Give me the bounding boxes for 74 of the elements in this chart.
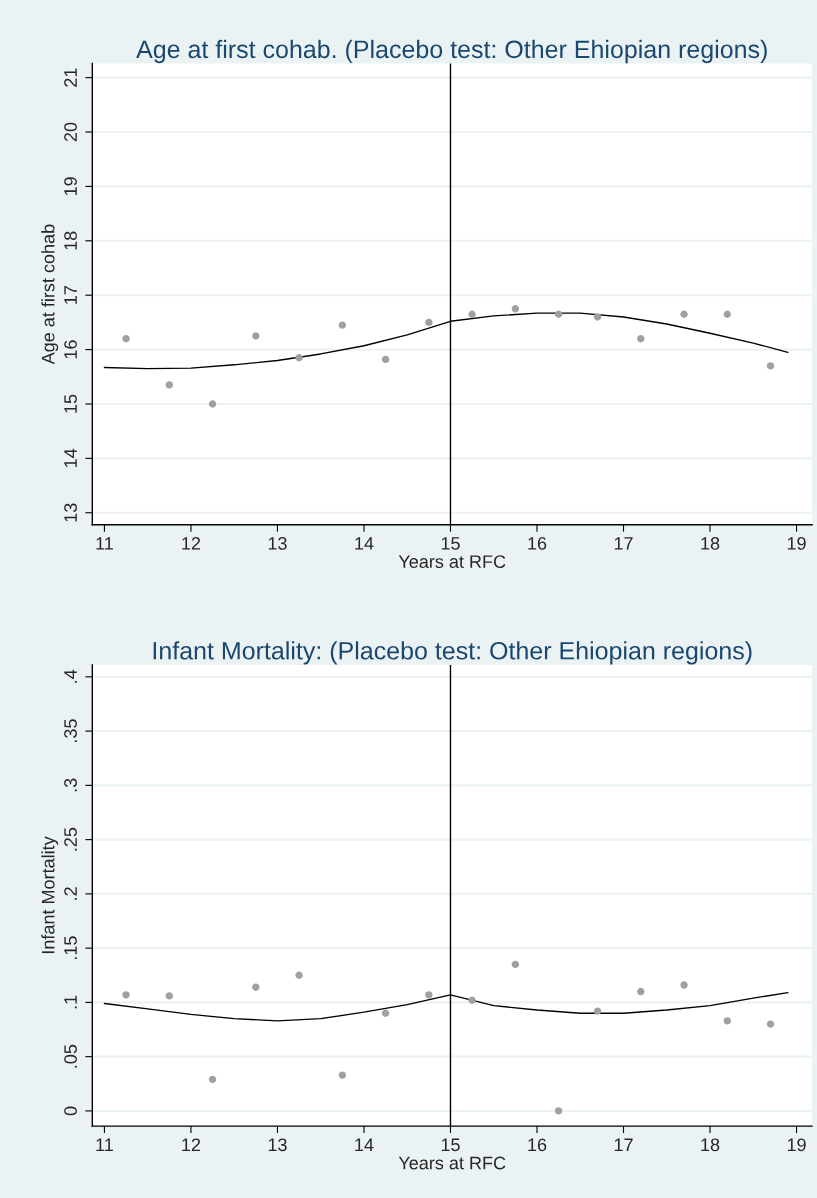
point bbox=[680, 981, 688, 989]
point bbox=[680, 310, 688, 318]
x-tick-label: 16 bbox=[528, 1138, 547, 1152]
point bbox=[468, 996, 476, 1004]
y-tick-label: 13 bbox=[64, 503, 77, 522]
y-axis-title: Age at first cohab bbox=[41, 224, 59, 365]
point bbox=[165, 992, 173, 1000]
point bbox=[554, 1107, 563, 1115]
y-tick-label: 21 bbox=[64, 68, 77, 87]
y-tick-label: 18 bbox=[64, 231, 77, 250]
chart-title: Infant Mortality: (Placebo test: Other Ehiopian regions) bbox=[153, 641, 752, 665]
x-tick-label: 12 bbox=[182, 1138, 201, 1152]
point bbox=[593, 313, 602, 321]
point bbox=[593, 1007, 602, 1015]
point bbox=[723, 1017, 731, 1025]
y-tick-label: .35 bbox=[64, 719, 77, 742]
point bbox=[766, 1020, 775, 1028]
point bbox=[122, 335, 130, 343]
y-tick-label: 20 bbox=[64, 122, 77, 142]
y-tick-label: .05 bbox=[64, 1044, 77, 1068]
x-tick-label: 15 bbox=[441, 1138, 460, 1152]
point bbox=[766, 362, 775, 370]
y-tick-label: .25 bbox=[64, 827, 77, 851]
point bbox=[425, 318, 433, 327]
point bbox=[637, 335, 645, 343]
x-tick-label: 17 bbox=[614, 537, 633, 550]
x-tick-label: 14 bbox=[355, 537, 374, 550]
point bbox=[252, 983, 260, 991]
x-axis-title: Years at RFC bbox=[398, 1156, 506, 1170]
y-tick-label: 17 bbox=[64, 286, 77, 304]
point bbox=[295, 354, 303, 362]
x-tick-label: 18 bbox=[701, 537, 720, 550]
point bbox=[554, 310, 563, 318]
x-tick-label: 13 bbox=[268, 1138, 287, 1152]
y-tick-label: .3 bbox=[64, 778, 77, 792]
point bbox=[122, 991, 130, 999]
x-tick-label: 17 bbox=[614, 1138, 633, 1152]
y-tick-label: 0 bbox=[64, 1106, 77, 1116]
x-tick-label: 11 bbox=[96, 537, 113, 550]
point bbox=[381, 1009, 390, 1017]
x-tick-label: 19 bbox=[787, 1138, 806, 1152]
y-tick-label: 19 bbox=[64, 177, 77, 196]
point bbox=[637, 987, 645, 996]
point bbox=[165, 381, 173, 389]
point bbox=[338, 321, 347, 329]
y-tick-label: .2 bbox=[64, 887, 77, 900]
chart-title: Age at first cohab. (Placebo test: Other Ehiopian regions) bbox=[136, 39, 767, 64]
y-tick-label: .4 bbox=[64, 669, 77, 683]
y-tick-label: .1 bbox=[64, 995, 77, 1009]
x-tick-label: 18 bbox=[701, 1138, 720, 1152]
point bbox=[208, 1075, 217, 1084]
x-tick-label: 15 bbox=[441, 537, 460, 550]
x-tick-label: 13 bbox=[268, 537, 287, 550]
point bbox=[208, 400, 217, 408]
x-tick-label: 19 bbox=[787, 537, 806, 550]
x-axis-title: Years at RFC bbox=[398, 555, 506, 569]
x-tick-label: 12 bbox=[182, 537, 201, 550]
point bbox=[252, 332, 260, 340]
y-tick-label: .15 bbox=[64, 936, 77, 960]
point bbox=[511, 305, 520, 313]
x-tick-label: 14 bbox=[355, 1138, 374, 1152]
point bbox=[295, 971, 303, 979]
point bbox=[468, 310, 476, 318]
x-tick-label: 11 bbox=[96, 1138, 113, 1152]
point bbox=[425, 991, 433, 999]
x-tick-label: 16 bbox=[528, 537, 547, 550]
point bbox=[511, 960, 520, 969]
y-tick-label: 14 bbox=[64, 448, 77, 468]
point bbox=[723, 310, 731, 318]
y-tick-label: 15 bbox=[64, 394, 77, 413]
point bbox=[381, 355, 390, 364]
y-tick-label: 16 bbox=[64, 340, 77, 359]
y-axis-title: Infant Mortality bbox=[41, 836, 59, 954]
point bbox=[338, 1071, 347, 1079]
